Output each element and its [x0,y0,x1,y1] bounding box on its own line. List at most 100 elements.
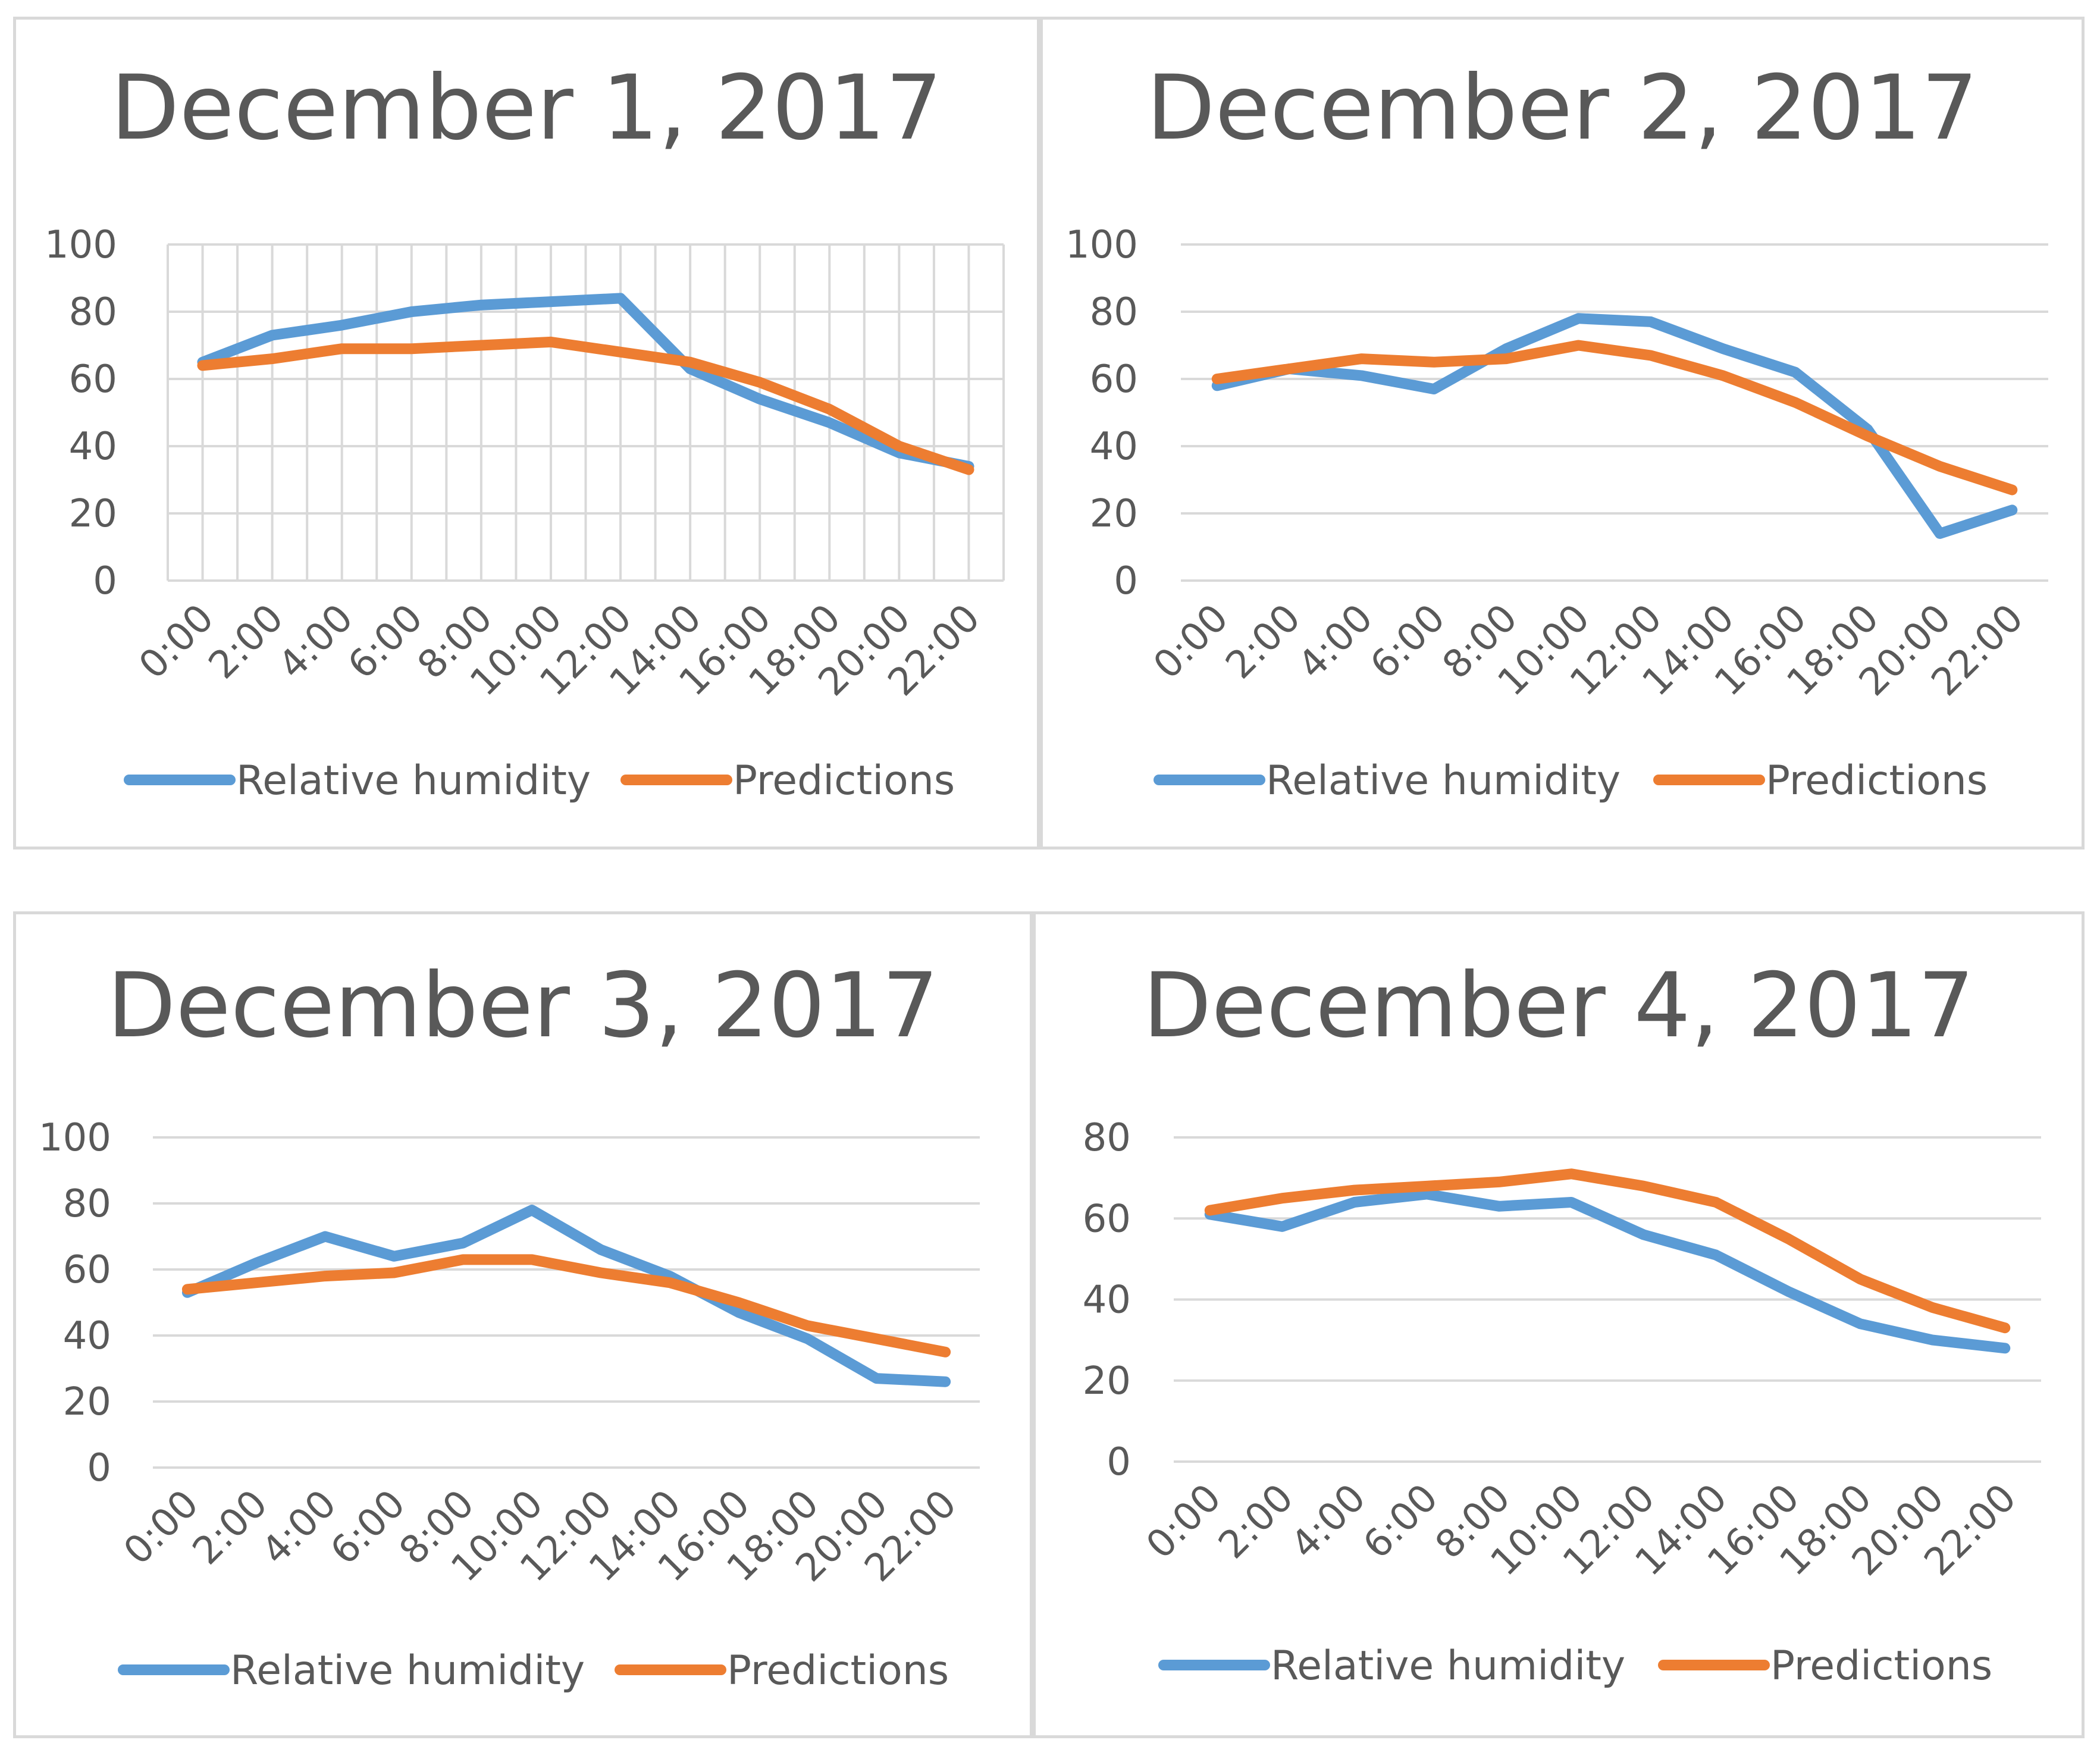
data-point-predictions [1497,1180,1500,1183]
data-point-humidity [1497,1205,1500,1208]
legend-label-predictions: Predictions [733,757,955,804]
data-point-humidity [393,1255,396,1258]
data-point-predictions [1208,1209,1211,1212]
data-point-humidity [1786,1290,1789,1293]
series-line-predictions [1211,340,2018,496]
data-point-humidity [1425,1193,1428,1196]
data-point-humidity [549,300,552,303]
chart-panel-2: December 2, 2017 0 20 40 60 80 100 0:00 2:00 4:00… [1040,17,2085,849]
data-point-predictions [255,1281,258,1284]
x-tick-label: 0:00 [131,596,222,688]
y-tick-label: 40 [1090,425,1138,469]
data-point-humidity [599,1248,602,1251]
data-point-humidity [828,421,831,424]
legend-label-predictions: Predictions [727,1647,949,1694]
y-tick-label: 20 [1090,492,1138,536]
data-point-predictions [324,1275,327,1278]
data-point-predictions [1215,378,1218,380]
data-point-humidity [324,1235,327,1238]
data-point-humidity [1360,374,1363,377]
data-point-predictions [1570,1173,1573,1175]
x-tick-label: 4:00 [270,596,362,688]
chart-title: December 2, 2017 [1146,57,1978,160]
data-point-predictions [531,1258,534,1261]
data-point-predictions [340,347,343,350]
data-point-humidity [1931,1338,1934,1341]
chart-panel-3: December 3, 2017 0 20 40 60 80 100 0:00 2:00 4:00… [13,911,1033,1738]
y-tick-label: 0 [87,1446,111,1490]
data-point-predictions [1353,1189,1356,1192]
x-tick-label: 0:00 [1138,1476,1230,1568]
x-tick-label: 6:00 [322,1482,414,1573]
y-tick-label: 100 [45,223,117,267]
x-tick-label: 6:00 [1362,596,1454,688]
data-point-predictions [1425,1184,1428,1187]
data-point-predictions [828,407,831,410]
y-tick-label: 100 [39,1116,111,1160]
data-point-humidity [1938,532,1941,535]
data-point-humidity [479,303,482,306]
data-point-predictions [2004,1327,2007,1330]
legend-label-humidity: Relative humidity [1266,757,1621,804]
chart-svg: December 4, 2017 0 20 40 60 80 0:002:004:006:0… [1083,954,2041,1689]
data-point-predictions [479,344,482,347]
data-point-humidity [255,1261,258,1264]
data-point-humidity [619,297,622,300]
y-tick-label: 40 [1083,1278,1131,1322]
data-point-predictions [410,347,413,350]
y-tick-label: 20 [63,1380,111,1424]
data-point-predictions [668,1281,671,1284]
data-point-predictions [689,360,692,363]
chart-svg: December 3, 2017 0 20 40 60 80 100 0:002:004:00… [39,954,980,1694]
data-point-predictions [1505,358,1507,360]
data-point-humidity [2011,509,2014,512]
data-point-predictions [1931,1306,1934,1309]
data-point-humidity [2004,1347,2007,1350]
data-point-humidity [1722,347,1725,350]
data-point-predictions [1859,1278,1862,1281]
x-tick-label: 2:00 [200,596,292,688]
data-point-predictions [967,468,970,471]
chart-svg: December 2, 2017 0 20 40 60 80 100 0:002:004:00… [1065,57,2048,804]
data-point-humidity [531,1209,534,1212]
data-point-humidity [737,1311,740,1314]
data-point-humidity [1433,387,1435,390]
data-point-humidity [1570,1201,1573,1203]
data-point-humidity [1715,1253,1717,1256]
y-tick-label: 80 [69,290,117,334]
x-tick-label: 6:00 [1355,1476,1447,1568]
data-point-predictions [271,358,274,360]
data-point-predictions [619,350,622,353]
data-point-predictions [393,1271,396,1274]
data-point-predictions [599,1271,602,1274]
data-point-predictions [2011,488,2014,491]
data-point-predictions [875,1337,878,1340]
data-point-predictions [1360,358,1363,360]
chart-panel-4: December 4, 2017 0 20 40 60 80 0:00 2:00 4:00 6:0… [1033,911,2085,1738]
y-tick-label: 40 [69,425,117,469]
data-point-predictions [1642,1184,1645,1187]
legend-label-humidity: Relative humidity [236,757,591,804]
data-point-humidity [1577,317,1580,320]
data-point-predictions [806,1324,809,1327]
data-point-humidity [340,324,343,327]
data-point-predictions [1715,1201,1717,1203]
data-point-humidity [875,1377,878,1380]
series-line-predictions [197,336,974,475]
chart-panel-1: December 1, 2017 0 20 40 60 80 100 0:00 2:00 4:00… [13,17,1040,849]
data-point-humidity [1215,384,1218,387]
y-tick-label: 20 [69,492,117,536]
data-point-humidity [1281,1225,1284,1228]
x-tick-label: 4:00 [253,1482,345,1573]
y-tick-label: 0 [1107,1440,1131,1484]
data-point-humidity [689,368,692,371]
legend-label-humidity: Relative humidity [1271,1642,1625,1689]
data-point-humidity [806,1337,809,1340]
data-point-humidity [1353,1201,1356,1203]
x-tick-label: 2:00 [1211,1476,1302,1568]
data-point-humidity [758,397,761,400]
data-point-predictions [944,1350,947,1353]
data-point-predictions [1433,360,1435,363]
y-tick-label: 100 [1065,223,1138,267]
y-tick-label: 20 [1083,1359,1131,1403]
